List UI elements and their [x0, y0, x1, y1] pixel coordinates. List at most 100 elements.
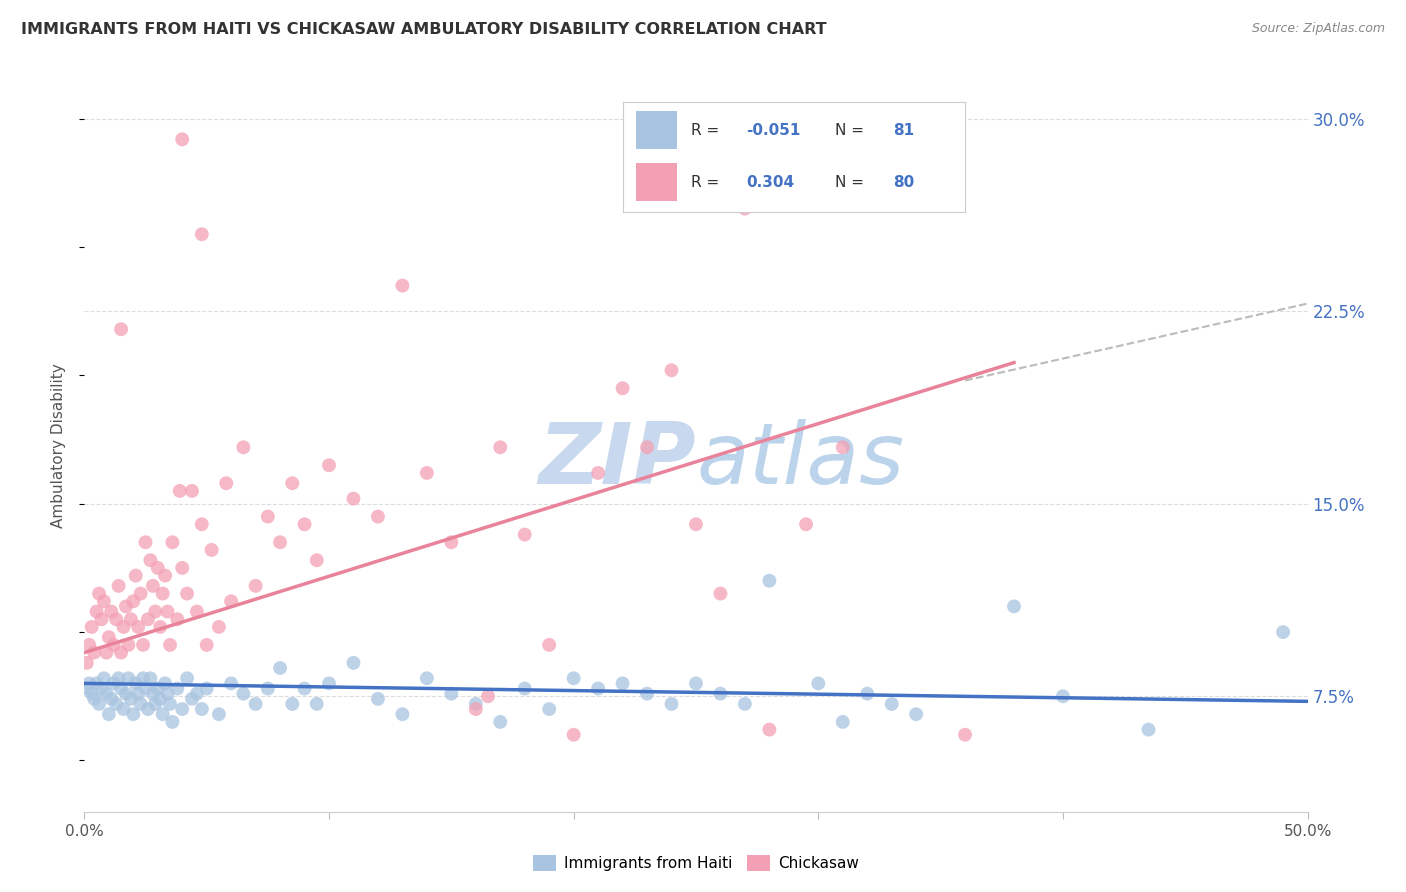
Y-axis label: Ambulatory Disability: Ambulatory Disability — [51, 364, 66, 528]
Point — [562, 671, 585, 685]
Point — [391, 278, 413, 293]
Point — [142, 579, 165, 593]
Point — [159, 697, 181, 711]
Point — [181, 483, 204, 498]
Point — [186, 605, 208, 619]
Point — [156, 605, 179, 619]
Point — [831, 714, 853, 729]
Point — [294, 681, 316, 696]
Point — [105, 612, 128, 626]
Point — [191, 702, 214, 716]
Point — [232, 440, 254, 454]
Point — [139, 553, 162, 567]
Point — [856, 687, 879, 701]
Point — [97, 630, 120, 644]
Point — [110, 646, 132, 660]
Point — [110, 322, 132, 336]
Point — [245, 697, 267, 711]
Point — [208, 620, 231, 634]
Point — [135, 535, 157, 549]
Text: Source: ZipAtlas.com: Source: ZipAtlas.com — [1251, 22, 1385, 36]
Point — [269, 661, 291, 675]
Point — [758, 574, 780, 588]
Point — [685, 676, 707, 690]
Point — [115, 599, 138, 614]
Point — [294, 517, 316, 532]
Point — [200, 543, 222, 558]
Point — [176, 586, 198, 600]
Point — [305, 697, 328, 711]
Point — [152, 586, 174, 600]
Point — [905, 707, 928, 722]
Point — [127, 687, 149, 701]
Point — [105, 697, 128, 711]
Point — [191, 227, 214, 242]
Point — [880, 697, 903, 711]
Point — [127, 620, 149, 634]
Point — [153, 676, 176, 690]
Point — [83, 646, 105, 660]
Point — [80, 687, 103, 701]
Point — [87, 586, 110, 600]
Point — [149, 691, 172, 706]
Point — [661, 363, 683, 377]
Point — [269, 535, 291, 549]
Point — [153, 568, 176, 582]
Point — [208, 707, 231, 722]
Point — [318, 458, 340, 473]
Point — [342, 656, 364, 670]
Point — [176, 671, 198, 685]
Point — [135, 681, 157, 696]
Point — [107, 671, 129, 685]
Point — [125, 568, 148, 582]
Point — [232, 687, 254, 701]
Point — [734, 697, 756, 711]
Point — [146, 561, 169, 575]
Point — [367, 509, 389, 524]
Point — [195, 638, 218, 652]
Point — [807, 676, 830, 690]
Point — [513, 681, 536, 696]
Point — [96, 687, 118, 701]
Point — [156, 687, 179, 701]
Point — [132, 638, 155, 652]
Point — [120, 612, 142, 626]
Point — [1137, 723, 1160, 737]
Point — [112, 702, 135, 716]
Point — [122, 594, 145, 608]
Point — [90, 612, 112, 626]
Point — [100, 691, 122, 706]
Point — [513, 527, 536, 541]
Point — [87, 697, 110, 711]
Point — [96, 646, 118, 660]
Point — [464, 702, 486, 716]
Point — [112, 620, 135, 634]
Point — [586, 466, 609, 480]
Point — [305, 553, 328, 567]
Point — [636, 687, 658, 701]
Point — [142, 687, 165, 701]
Point — [734, 202, 756, 216]
Point — [166, 681, 188, 696]
Point — [117, 671, 139, 685]
Point — [685, 517, 707, 532]
Point — [281, 476, 304, 491]
Point — [416, 466, 439, 480]
Point — [162, 714, 184, 729]
Point — [86, 605, 108, 619]
Point — [76, 681, 98, 696]
Point — [586, 681, 609, 696]
Point — [661, 697, 683, 711]
Point — [76, 656, 98, 670]
Point — [477, 690, 499, 704]
Point — [90, 681, 112, 696]
Point — [758, 723, 780, 737]
Point — [538, 702, 561, 716]
Point — [159, 638, 181, 652]
Legend: Immigrants from Haiti, Chickasaw: Immigrants from Haiti, Chickasaw — [527, 849, 865, 877]
Point — [86, 676, 108, 690]
Point — [257, 681, 280, 696]
Point — [181, 691, 204, 706]
Point — [93, 671, 115, 685]
Text: IMMIGRANTS FROM HAITI VS CHICKASAW AMBULATORY DISABILITY CORRELATION CHART: IMMIGRANTS FROM HAITI VS CHICKASAW AMBUL… — [21, 22, 827, 37]
